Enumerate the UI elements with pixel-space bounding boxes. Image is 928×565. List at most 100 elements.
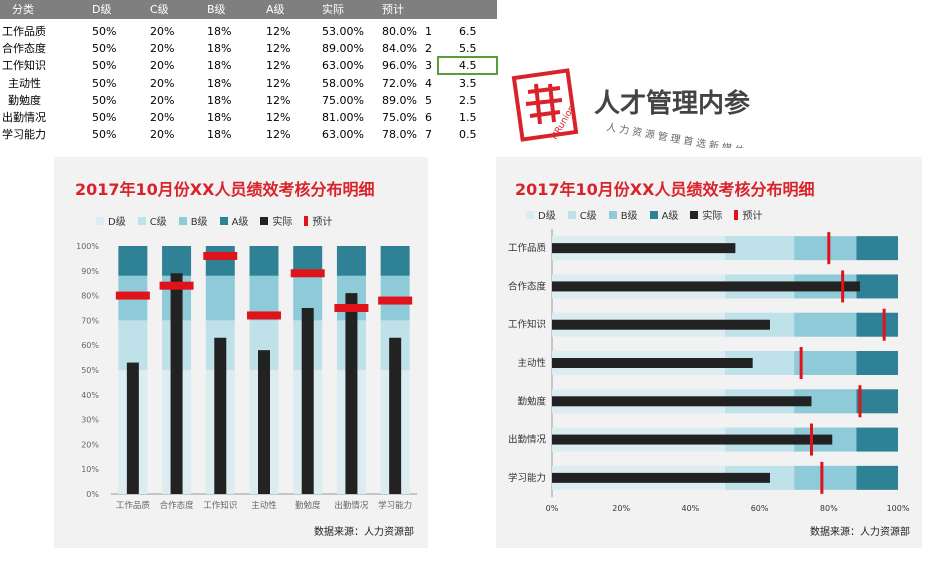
- y-tick-label: 学习能力: [508, 472, 546, 484]
- stack-segment: [725, 236, 795, 261]
- plan-marker: [882, 308, 886, 341]
- legend-swatch: [219, 216, 228, 225]
- table-cell: 50%: [92, 59, 117, 73]
- legend-item: 预计: [304, 213, 332, 228]
- table-cell: 工作品质: [2, 25, 46, 38]
- table-cell: 12%: [266, 42, 291, 56]
- spreadsheet-table: 分类 D级 C级 B级 A级 实际 预计 工作品质 50% 20% 18% 12% 53.00% 80.0…: [0, 0, 928, 150]
- legend-item: C级: [567, 207, 597, 222]
- legend-item: A级: [219, 213, 249, 228]
- table-cell: 78.0%: [382, 128, 417, 142]
- legend-swatch: [608, 210, 617, 219]
- logo-subtext: 人力资源管理首选新媒体: [605, 120, 748, 148]
- y-tick-label: 90%: [81, 267, 99, 276]
- data-source: 数据来源：人力资源部: [810, 527, 910, 538]
- plan-marker: [247, 311, 281, 320]
- legend-label: A级: [231, 217, 249, 228]
- legend-item: A级: [649, 207, 679, 222]
- legend-item: B级: [608, 207, 638, 222]
- stack-segment: [856, 351, 898, 375]
- table-cell: 20%: [150, 111, 175, 124]
- table-cell: 18%: [207, 76, 232, 90]
- table-cell[interactable]: 6.5: [459, 25, 477, 38]
- table-cell: 合作态度: [2, 42, 46, 56]
- stack-segment: [118, 246, 148, 276]
- plan-marker: [159, 281, 194, 290]
- table-cell: 53.00%: [322, 25, 364, 38]
- legend-item: D级: [96, 213, 126, 228]
- plan-marker: [203, 251, 238, 260]
- plan-marker: [841, 270, 845, 303]
- table-cell: 12%: [266, 25, 291, 38]
- horizontal-bar-chart: 0% 20% 40% 60% 80% 100% 工作品质合作态度工作知识主动性勤勉度出勤情况…: [508, 229, 910, 513]
- legend-swatch: [526, 210, 534, 219]
- table-cell: 72.0%: [382, 76, 417, 90]
- table-cell: 50%: [92, 25, 117, 38]
- table-cell[interactable]: 0.5: [459, 128, 477, 142]
- plan-marker: [799, 347, 803, 379]
- stack-segment: [794, 312, 857, 337]
- table-cell[interactable]: 5.5: [459, 42, 477, 56]
- table-cell[interactable]: 1.5: [459, 111, 477, 124]
- table-cell[interactable]: 4.5: [459, 59, 477, 73]
- x-tick-label: 主动性: [251, 500, 277, 511]
- table-cell: 50%: [92, 111, 117, 124]
- legend-label: 预计: [312, 217, 333, 228]
- actual-bar: [345, 293, 358, 494]
- table-cell: 12%: [266, 111, 291, 124]
- table-cell: 50%: [92, 93, 117, 107]
- stack-segment: [794, 236, 857, 261]
- selected-cell[interactable]: [437, 56, 498, 76]
- table-cell: 18%: [207, 93, 232, 107]
- chart-legend: D级 C级 B级 A级 实际 预计: [526, 207, 762, 222]
- table-cell: 18%: [207, 59, 232, 73]
- x-tick-label: 0%: [546, 504, 559, 513]
- plan-marker: [820, 461, 824, 494]
- y-tick-label: 工作知识: [508, 319, 546, 331]
- table-cell: 18%: [207, 128, 232, 142]
- legend-swatch: [260, 216, 269, 225]
- plan-marker: [115, 291, 150, 300]
- stack-segment: [856, 427, 898, 452]
- table-cell: 50%: [92, 42, 117, 56]
- vertical-chart-panel: 2017年10月份XX人员绩效考核分布明细 D级 C级 B级 A级 实际 预计 0% 10%…: [54, 157, 428, 548]
- legend-label: D级: [538, 211, 556, 222]
- table-cell: 75.00%: [322, 93, 364, 107]
- table-cell: 7: [425, 128, 432, 142]
- actual-bar: [552, 472, 770, 483]
- stack-segment: [856, 312, 898, 337]
- x-tick-label: 学习能力: [378, 500, 412, 511]
- stack-segment: [856, 465, 898, 490]
- header-cell: A级: [266, 3, 285, 16]
- y-tick-label: 50%: [81, 366, 99, 375]
- stack-segment: [336, 246, 366, 276]
- legend-label: C级: [149, 217, 167, 228]
- table-cell: 89.0%: [382, 93, 417, 107]
- table-cell: 12%: [266, 128, 291, 142]
- y-tick-label: 60%: [81, 341, 99, 350]
- table-cell[interactable]: 3.5: [459, 76, 477, 90]
- stack-segment: [856, 236, 898, 261]
- actual-bar: [552, 319, 770, 330]
- actual-bar: [170, 273, 183, 494]
- horizontal-chart-panel: 2017年10月份XX人员绩效考核分布明细 D级 C级 B级 A级 实际 预计 0% 20%…: [496, 157, 922, 548]
- stack-segment: [380, 246, 410, 276]
- table-cell: 5: [425, 93, 432, 107]
- legend-label: A级: [661, 211, 679, 222]
- actual-bar: [126, 362, 139, 494]
- legend-label: 实际: [702, 211, 723, 222]
- table-cell: 学习能力: [2, 128, 46, 142]
- actual-bar: [552, 281, 860, 292]
- table-cell[interactable]: 2.5: [459, 93, 477, 107]
- legend-item: 实际: [690, 207, 722, 222]
- hrunion-logo: HRunion 人才管理内参 人力资源管理首选新媒体: [510, 68, 790, 158]
- table-cell: 84.0%: [382, 42, 417, 56]
- legend-item: 预计: [734, 207, 762, 222]
- stack-segment: [249, 246, 279, 276]
- table-cell: 勤勉度: [8, 93, 41, 107]
- legend-label: B级: [620, 211, 638, 222]
- actual-bar: [552, 396, 812, 407]
- plan-marker: [290, 269, 325, 278]
- table-cell: 12%: [266, 59, 291, 73]
- y-tick-label: 合作态度: [508, 280, 547, 292]
